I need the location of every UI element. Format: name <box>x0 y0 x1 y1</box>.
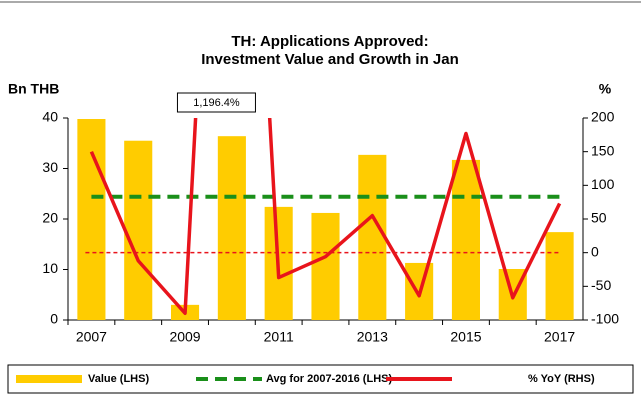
chart-title: TH: Applications Approved: <box>231 33 428 50</box>
bar <box>217 136 246 320</box>
y2-tick-label: -100 <box>591 311 619 327</box>
y-tick-label: 40 <box>42 109 58 125</box>
y2-tick-label: 200 <box>591 109 615 125</box>
chart-title: Investment Value and Growth in Jan <box>201 51 459 68</box>
annotation: 1,196.4% <box>193 97 240 109</box>
legend-box <box>7 364 634 394</box>
y2-tick-label: 0 <box>591 243 599 259</box>
legend-label: Avg for 2007-2016 (LHS) <box>266 373 392 385</box>
annotation-box <box>176 92 256 113</box>
y-tick-label: 0 <box>50 311 58 327</box>
y-tick-label: 10 <box>42 260 58 276</box>
y2-tick-label: 150 <box>591 142 615 158</box>
bar <box>77 119 106 320</box>
x-tick-label: 2017 <box>544 329 575 345</box>
y2-tick-label: 100 <box>591 176 615 192</box>
x-tick-label: 2011 <box>264 329 294 345</box>
y2-tick-label: 50 <box>591 210 607 226</box>
bar <box>358 154 387 320</box>
x-tick-label: 2013 <box>357 329 388 345</box>
x-tick-label: 2007 <box>76 329 107 345</box>
y2-axis-label: % <box>599 81 612 97</box>
legend-label: % YoY (RHS) <box>528 373 595 385</box>
bar <box>545 232 574 320</box>
x-tick-label: 2015 <box>450 329 481 345</box>
bar <box>311 212 340 320</box>
y-axis-label: Bn THB <box>8 81 59 97</box>
bar <box>124 140 153 320</box>
y-tick-label: 20 <box>42 210 58 226</box>
bar <box>451 159 480 320</box>
y2-tick-label: -50 <box>591 277 611 293</box>
yoy-line <box>89 118 562 316</box>
x-tick-label: 2009 <box>169 329 200 345</box>
legend-label: Value (LHS) <box>88 373 149 385</box>
y-tick-label: 30 <box>42 159 58 175</box>
